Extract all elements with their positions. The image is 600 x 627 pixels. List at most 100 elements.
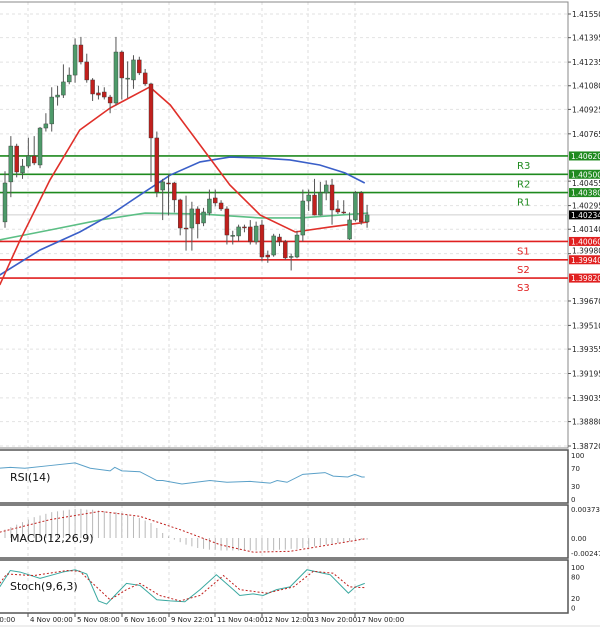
candle	[90, 78, 95, 102]
candle-body	[294, 234, 300, 258]
candle-body	[183, 227, 189, 230]
candle	[207, 189, 212, 216]
stoch-axis-label: 0	[571, 605, 575, 613]
level-price-box	[569, 236, 600, 246]
level-label-s1: S1	[517, 246, 530, 257]
candle-body	[154, 137, 160, 193]
candle	[288, 253, 294, 271]
candle-body	[131, 59, 136, 81]
candle	[26, 137, 31, 169]
level-price-box	[569, 151, 600, 161]
candle	[8, 136, 14, 198]
price-axis-label: 1.41550	[572, 10, 600, 19]
panel-border-macd	[0, 504, 569, 559]
candle	[49, 87, 54, 132]
support-resistance-levels: R3 1.40620 R2 1.40500 R1 1.40380 S1 1.40060 S2 1.…	[0, 151, 600, 294]
candle	[259, 220, 265, 262]
price-axis-label: 1.38880	[572, 418, 600, 427]
candle	[236, 224, 241, 242]
candle	[253, 221, 259, 245]
candle	[347, 212, 352, 240]
level-price-label: 1.40620	[571, 152, 600, 161]
price-axis-label: 1.40140	[572, 225, 600, 234]
candle-body	[32, 155, 37, 164]
candle	[67, 67, 72, 85]
candle-body	[137, 59, 142, 74]
price-axis-label: 1.41395	[572, 34, 600, 43]
rsi-axis-label: 100	[571, 452, 584, 460]
level-price-label: 1.40500	[571, 170, 600, 179]
candle-body	[341, 211, 346, 214]
candle-body	[37, 127, 43, 166]
candle	[359, 191, 364, 225]
candle-body	[242, 226, 247, 229]
candle	[102, 87, 107, 100]
candle-body	[271, 235, 276, 256]
candle-body	[259, 224, 265, 258]
candle-body	[119, 51, 125, 79]
candle-body	[72, 44, 78, 76]
candle	[107, 94, 113, 114]
candle-body	[102, 91, 107, 98]
candle-body	[172, 182, 177, 201]
candle	[172, 181, 177, 213]
candle-body	[253, 225, 259, 243]
candle	[318, 181, 323, 216]
level-price-label: 1.40060	[571, 237, 600, 246]
macd-axis-label: -0.002473	[571, 550, 600, 558]
level-price-label: 1.40380	[571, 189, 600, 198]
candle	[353, 191, 358, 222]
macd-axis-label: 0.00	[571, 535, 587, 543]
candle-body	[248, 226, 253, 243]
candle	[248, 220, 253, 245]
candle-body	[166, 182, 171, 185]
price-axis-label: 1.39510	[572, 321, 600, 330]
price-axis-label: 1.39195	[572, 369, 600, 378]
stoch-axis-label: 80	[571, 574, 580, 582]
level-price-box	[569, 169, 600, 179]
candle-body	[177, 199, 183, 229]
panel-border-price	[0, 1, 569, 449]
candle	[78, 36, 84, 65]
candle	[218, 200, 224, 211]
price-axis-label: 1.40295	[572, 201, 600, 210]
candle-body	[49, 96, 54, 125]
candle-body	[329, 184, 335, 211]
candle	[2, 171, 8, 228]
macd-signal-line	[0, 510, 365, 553]
rsi-axis-label: 30	[571, 483, 580, 491]
candle-body	[318, 192, 323, 216]
candle	[277, 233, 282, 247]
candle-body	[236, 226, 241, 237]
candle-body	[14, 145, 19, 173]
candle	[201, 207, 206, 227]
panel-border-rsi	[0, 449, 569, 504]
candle-body	[90, 79, 95, 95]
candle	[265, 250, 270, 263]
stoch-signal-line	[0, 570, 365, 602]
moving-average-mid	[0, 156, 366, 276]
candle	[329, 178, 335, 225]
candle	[242, 224, 247, 233]
price-axis-label: 1.40455	[572, 179, 600, 188]
candle	[43, 113, 49, 132]
candle	[72, 38, 78, 83]
level-label-r2: R2	[517, 179, 530, 190]
price-axis-label: 1.39980	[572, 246, 600, 255]
time-axis-label: t 20:00	[0, 616, 15, 624]
candle	[189, 201, 195, 251]
rsi-label: RSI(14)	[10, 471, 50, 484]
level-price-box	[569, 255, 600, 265]
candle-body	[347, 219, 352, 240]
candle	[55, 85, 60, 106]
candle-body	[55, 94, 60, 98]
candle	[306, 189, 311, 211]
candle	[271, 233, 276, 257]
candle	[37, 126, 43, 169]
candle-body	[148, 83, 154, 139]
candle-body	[189, 208, 195, 229]
current-price-label: 1.40234	[571, 211, 600, 220]
candle-body	[218, 202, 224, 210]
candle-body	[335, 208, 341, 213]
